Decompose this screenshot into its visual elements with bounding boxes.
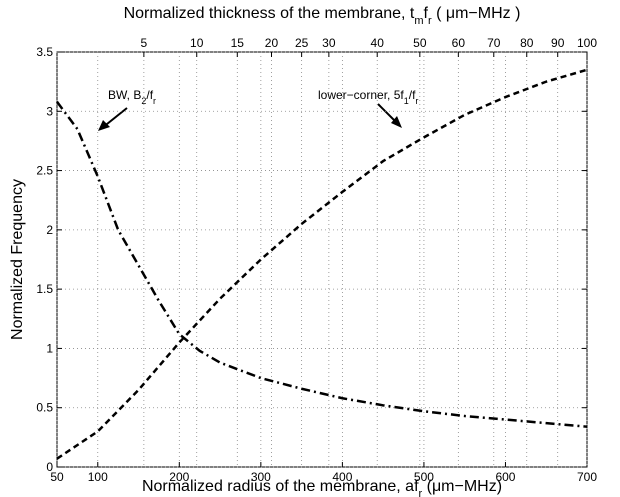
y-tick-label: 0.5 [36, 401, 53, 415]
x2-tick-label: 60 [452, 36, 466, 50]
x-tick-label: 100 [88, 470, 108, 484]
x2-tick-label: 10 [190, 36, 204, 50]
x2-tick-label: 25 [295, 36, 309, 50]
series-label-part: /f [146, 88, 153, 102]
series-label-part: BW, B [108, 88, 141, 102]
x2-tick-label: 90 [551, 36, 565, 50]
y-tick-label: 3 [46, 104, 53, 118]
x-tick-label: 200 [169, 470, 189, 484]
arrow-head [98, 120, 110, 131]
x2-axis-label-part: Normalized thickness of the membrane, t [124, 5, 415, 22]
x2-tick-label: 80 [520, 36, 534, 50]
x2-tick-label: 40 [371, 36, 385, 50]
x2-tick-label: 70 [487, 36, 501, 50]
y-tick-label: 2.5 [36, 164, 53, 178]
x2-tick-label: 100 [577, 36, 597, 50]
x2-axis-label-part: r [428, 15, 432, 27]
series-line [56, 68, 588, 460]
series-label-part: r [153, 96, 156, 106]
y-tick-label: 3.5 [36, 45, 53, 59]
x-tick-label: 500 [414, 470, 434, 484]
y-tick-label: 1 [46, 341, 53, 355]
x2-tick-label: 30 [322, 36, 336, 50]
x-axis-label-part: r [419, 488, 423, 497]
y-axis-label: Normalized Frequency [9, 179, 26, 340]
x2-axis-label-part: f [424, 5, 429, 22]
series-label-part: r [415, 96, 418, 106]
x-tick-label: 50 [50, 470, 64, 484]
arrow-head [391, 116, 402, 128]
x2-axis-label-part: ( μm−MHz ) [432, 5, 521, 22]
x2-tick-label: 15 [231, 36, 245, 50]
x2-axis-label: Normalized thickness of the membrane, tm… [124, 5, 521, 27]
x2-tick-label: 20 [265, 36, 279, 50]
x-tick-label: 600 [495, 470, 515, 484]
series-label-part: 2 [141, 96, 146, 106]
x-tick-label: 300 [251, 470, 271, 484]
series-label: lower−corner, 5f1/fr [318, 88, 418, 106]
series-label-part: lower−corner, 5f [318, 88, 404, 102]
x-tick-label: 700 [577, 470, 597, 484]
x-tick-label: 400 [332, 470, 352, 484]
series-line [55, 101, 588, 428]
x2-tick-label: 5 [141, 36, 148, 50]
series-label: BW, B2/fr [108, 88, 156, 106]
series-label-part: 1 [404, 96, 409, 106]
x-axis-label: Normalized radius of the membrane, afr (… [142, 478, 502, 497]
y-tick-label: 1.5 [36, 282, 53, 296]
x-axis-label-part: (μm−MHz) [422, 478, 502, 495]
x-axis-label-part: Normalized radius of the membrane, af [142, 478, 419, 495]
y-tick-label: 0 [46, 460, 53, 474]
x2-tick-label: 50 [413, 36, 427, 50]
series-label-part: /f [409, 88, 416, 102]
x2-axis-label-part: m [414, 15, 423, 27]
y-tick-label: 2 [46, 223, 53, 237]
